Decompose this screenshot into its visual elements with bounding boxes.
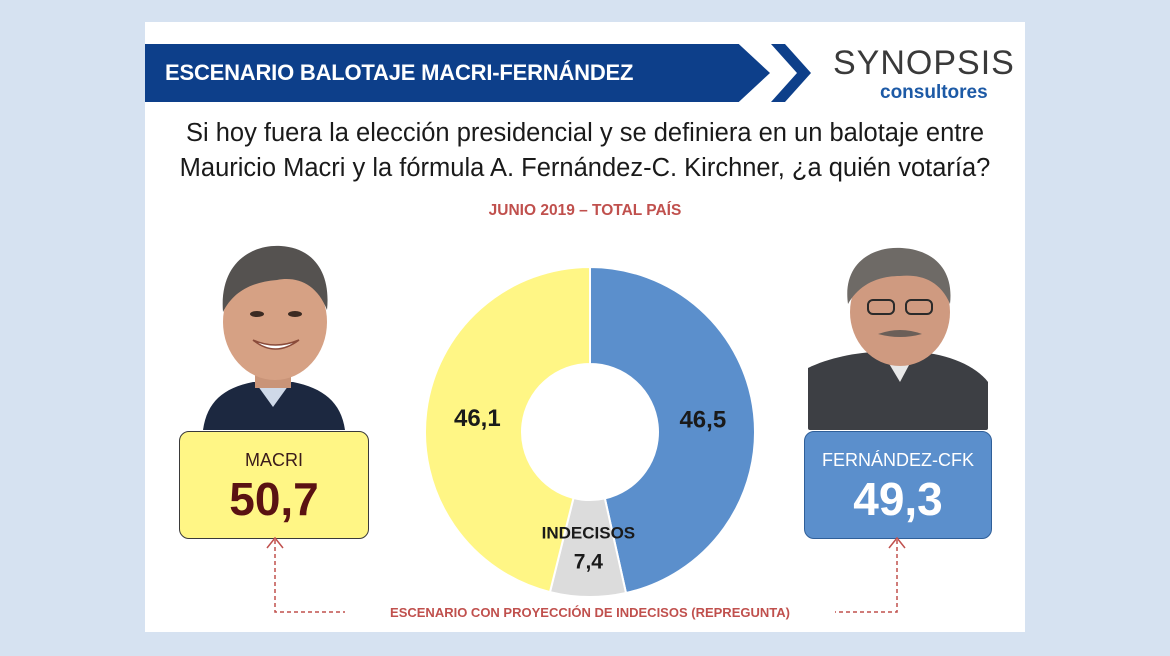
- logo-text: SYNOPSIS: [833, 44, 1015, 82]
- chevron-right-icon: [771, 44, 811, 102]
- macri-box: MACRI 50,7: [179, 431, 369, 539]
- question-line-1: Si hoy fuera la elección presidencial y …: [185, 119, 985, 147]
- chart-subtitle: JUNIO 2019 – TOTAL PAÍS: [488, 202, 682, 219]
- projection-arrows: [266, 536, 906, 613]
- fernandez-photo: [808, 242, 988, 430]
- slice-name-label: INDECISOS: [542, 523, 636, 542]
- slice-value-label: 46,5: [679, 407, 726, 434]
- macri-name: MACRI: [245, 450, 303, 470]
- slice-value-label: 7,4: [574, 550, 604, 573]
- macri-photo: [193, 232, 353, 430]
- fernandez-name: FERNÁNDEZ-CFK: [822, 450, 974, 470]
- chart-card: ESCENARIO BALOTAJE MACRI-FERNÁNDEZ SYNOP…: [145, 22, 1025, 632]
- donut-slice-fern-ndez-cfk: [589, 265, 756, 595]
- fernandez-box: FERNÁNDEZ-CFK 49,3: [804, 431, 992, 539]
- fernandez-value: 49,3: [853, 473, 943, 525]
- logo-subtext: consultores: [880, 82, 988, 103]
- title-banner: ESCENARIO BALOTAJE MACRI-FERNÁNDEZ: [145, 44, 770, 102]
- footnote: ESCENARIO CON PROYECCIÓN DE INDECISOS (R…: [345, 605, 835, 620]
- slice-value-label: 46,1: [454, 405, 501, 432]
- donut-chart: 46,5 7,4 INDECISOS 46,1: [266, 265, 906, 613]
- macri-value: 50,7: [229, 473, 319, 525]
- question-line-2: Mauricio Macri y la fórmula A. Fernández…: [179, 154, 991, 182]
- page-title: ESCENARIO BALOTAJE MACRI-FERNÁNDEZ: [165, 60, 634, 85]
- donut-slice-macri: [424, 265, 591, 594]
